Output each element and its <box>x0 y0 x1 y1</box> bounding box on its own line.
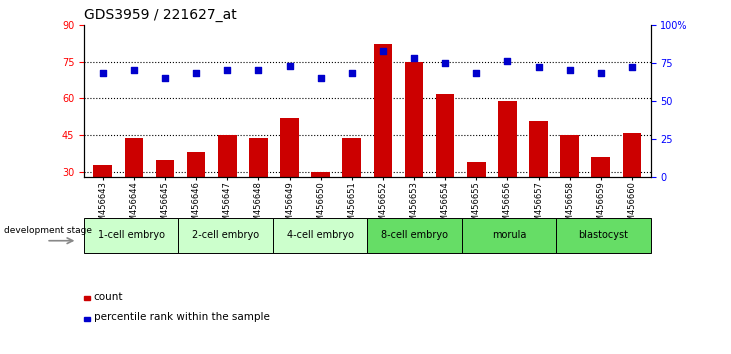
Text: percentile rank within the sample: percentile rank within the sample <box>94 312 270 322</box>
FancyBboxPatch shape <box>84 218 178 253</box>
Point <box>626 64 637 70</box>
Bar <box>249 138 268 246</box>
Point <box>97 71 109 76</box>
Point <box>190 71 202 76</box>
Point <box>346 71 357 76</box>
Point <box>471 71 482 76</box>
Text: 1-cell embryo: 1-cell embryo <box>98 230 164 240</box>
FancyBboxPatch shape <box>368 218 462 253</box>
Bar <box>187 153 205 246</box>
Bar <box>374 44 393 246</box>
Point <box>284 63 295 69</box>
Bar <box>84 317 90 321</box>
Bar <box>124 138 143 246</box>
Point <box>408 56 420 61</box>
Bar <box>342 138 361 246</box>
Point <box>595 71 607 76</box>
Text: count: count <box>94 292 123 302</box>
Text: 4-cell embryo: 4-cell embryo <box>287 230 354 240</box>
Bar <box>498 101 517 246</box>
Point <box>128 68 140 73</box>
Bar <box>529 120 548 246</box>
Bar <box>218 135 237 246</box>
Bar <box>467 162 485 246</box>
Bar <box>156 160 174 246</box>
FancyBboxPatch shape <box>556 218 651 253</box>
FancyBboxPatch shape <box>273 218 368 253</box>
Point <box>564 68 575 73</box>
Bar <box>280 118 299 246</box>
Point <box>159 75 171 81</box>
Text: morula: morula <box>492 230 526 240</box>
FancyBboxPatch shape <box>178 218 273 253</box>
Bar <box>405 62 423 246</box>
Text: 2-cell embryo: 2-cell embryo <box>192 230 260 240</box>
Bar <box>84 296 90 300</box>
Text: 8-cell embryo: 8-cell embryo <box>381 230 448 240</box>
Bar <box>623 133 641 246</box>
Bar <box>591 158 610 246</box>
Point <box>533 64 545 70</box>
Bar <box>94 165 112 246</box>
Point <box>221 68 233 73</box>
Point <box>501 58 513 64</box>
Point <box>252 68 264 73</box>
Bar <box>311 172 330 246</box>
Point <box>377 48 389 53</box>
Text: blastocyst: blastocyst <box>578 230 629 240</box>
Point <box>439 60 451 66</box>
Text: GDS3959 / 221627_at: GDS3959 / 221627_at <box>84 8 237 22</box>
Point <box>315 75 327 81</box>
Bar <box>561 135 579 246</box>
FancyBboxPatch shape <box>462 218 556 253</box>
Bar <box>436 93 455 246</box>
Text: development stage: development stage <box>4 225 92 235</box>
